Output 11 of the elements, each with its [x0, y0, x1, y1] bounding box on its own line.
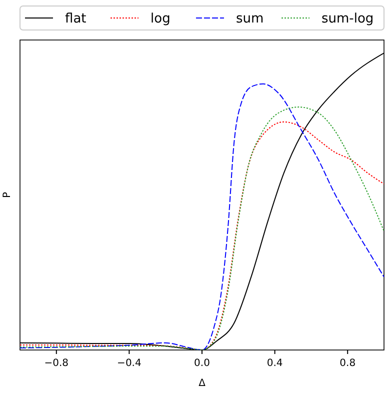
x-tick-label: 0.0 [194, 358, 210, 369]
x-axis-title: Δ [198, 378, 206, 389]
x-tick-label: 0.4 [266, 358, 283, 369]
legend-label: log [150, 12, 170, 27]
x-tick-label: 0.8 [340, 358, 356, 369]
x-tick-label: −0.8 [44, 358, 69, 369]
legend-label: sum [236, 12, 264, 27]
y-axis-title: P [2, 192, 13, 198]
legend-label: flat [65, 12, 86, 27]
x-tick-label: −0.4 [117, 358, 142, 369]
legend-label: sum-log [322, 12, 374, 27]
